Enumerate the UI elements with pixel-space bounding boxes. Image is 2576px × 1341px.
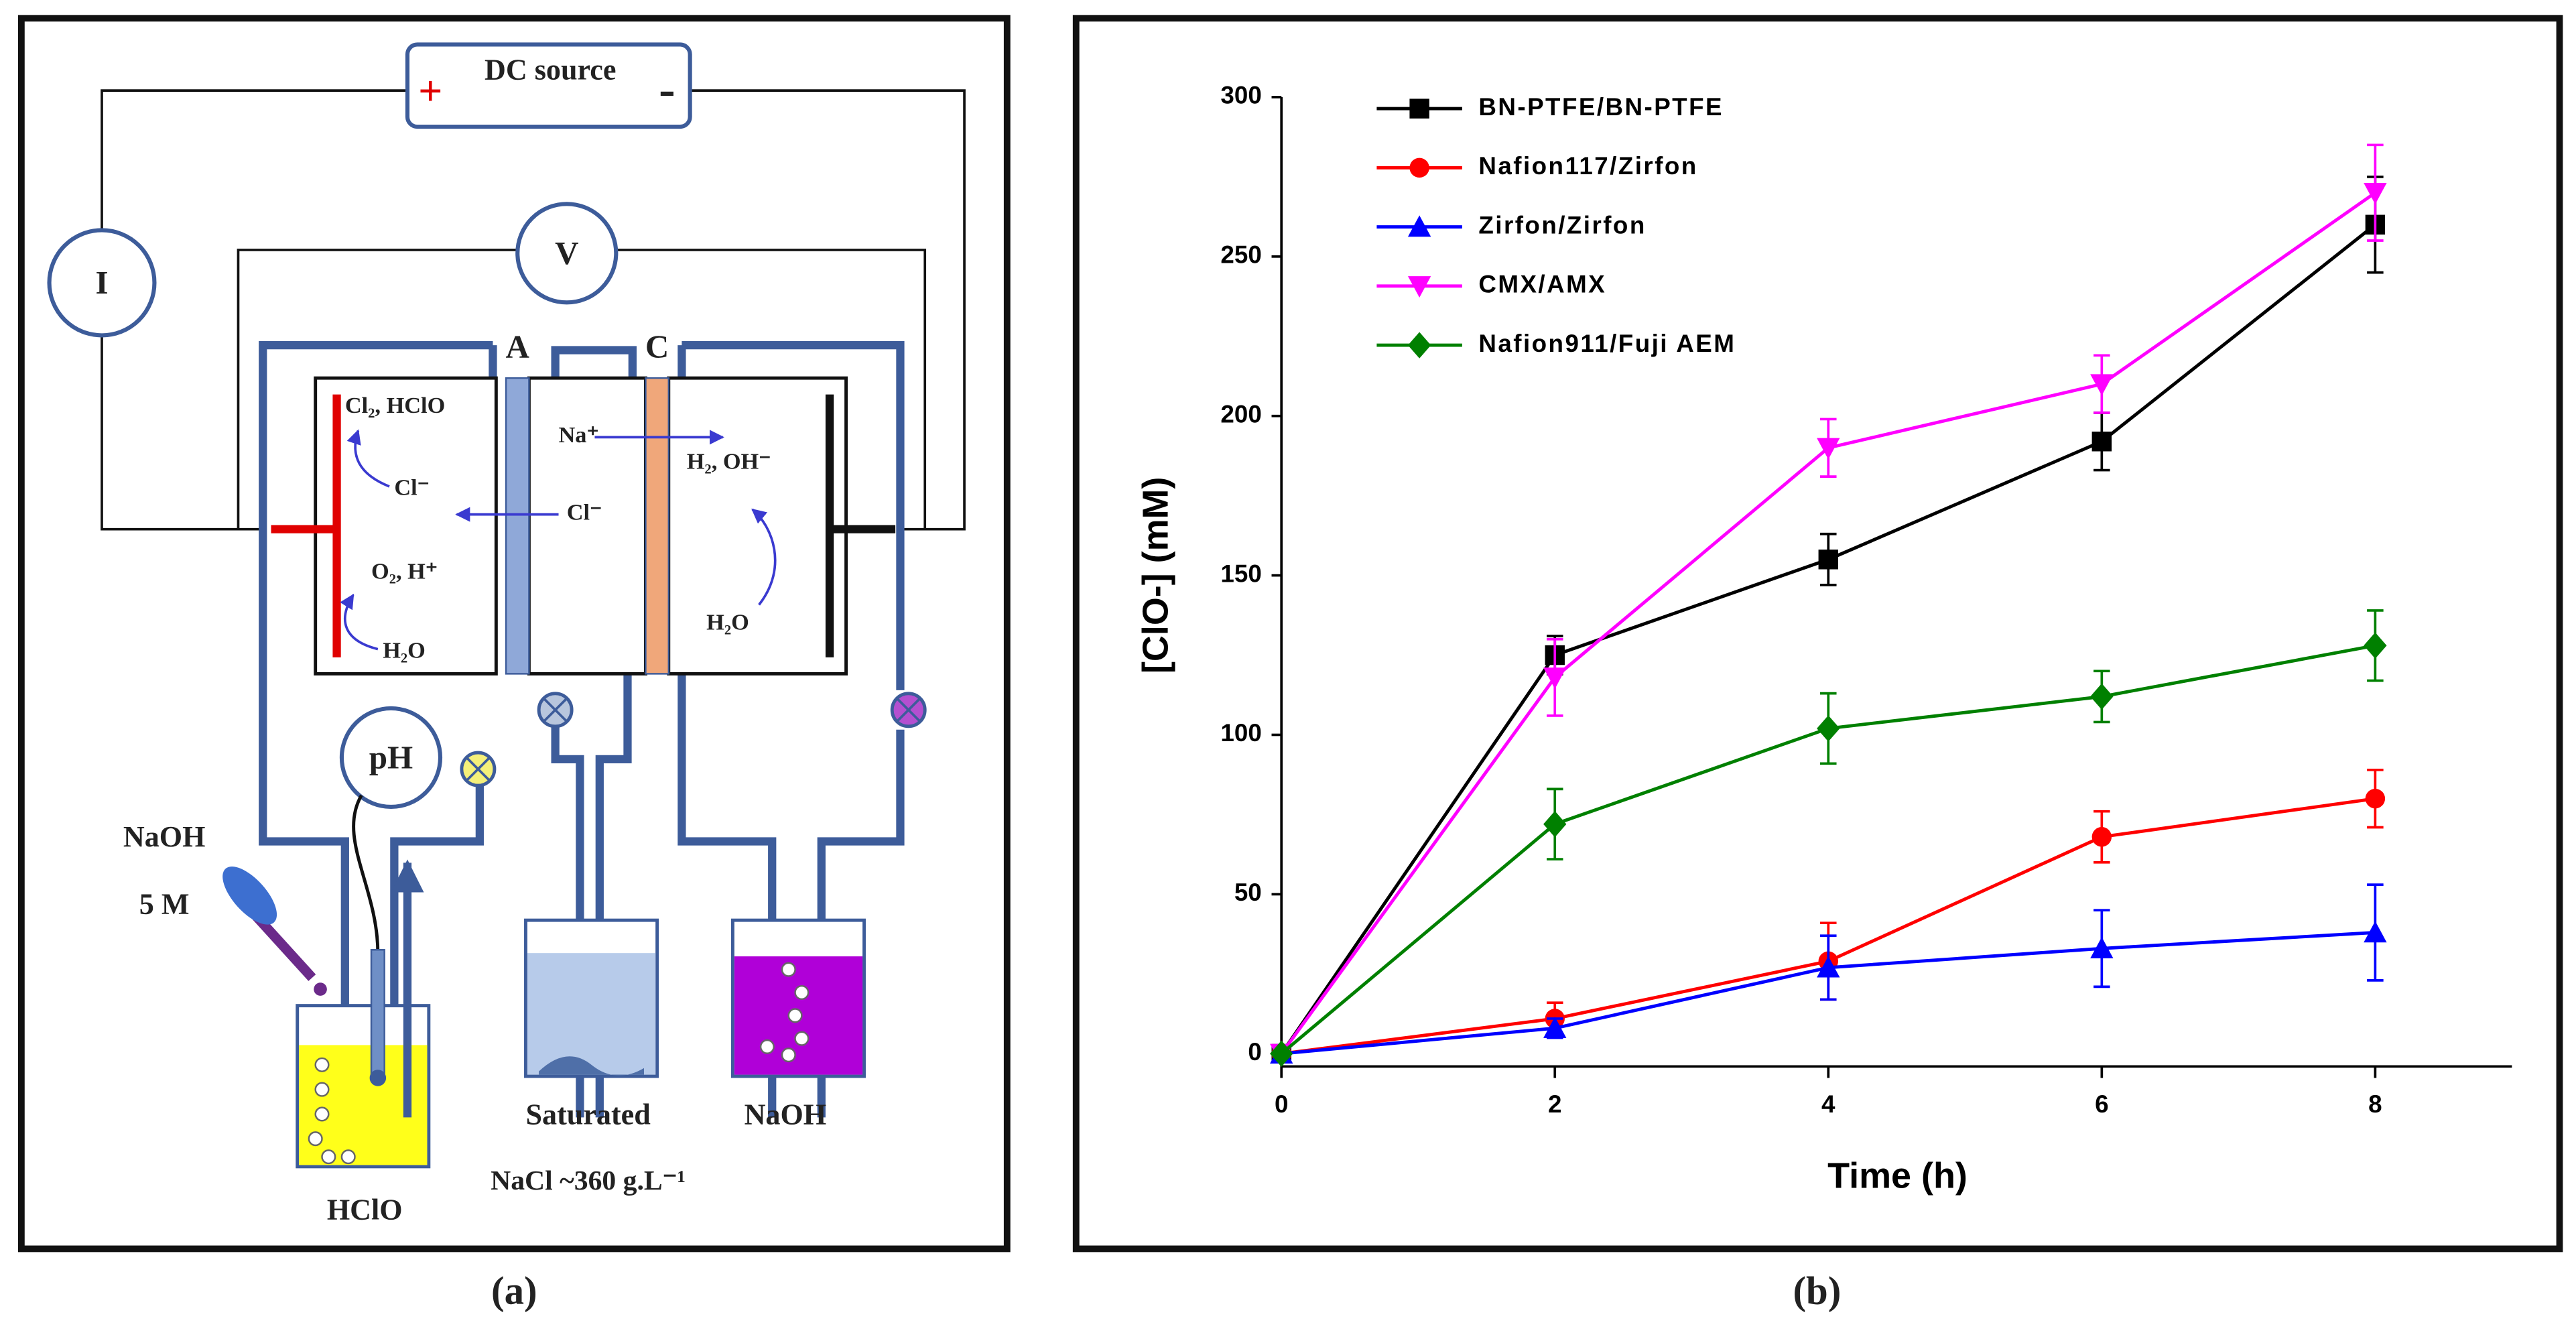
hclo-label: HClO: [327, 1194, 403, 1226]
membrane-a-label: A: [506, 328, 530, 365]
marker: [1818, 550, 1838, 570]
anode-top-label: Cl₂, HClO: [345, 393, 445, 418]
cathode-chamber: [667, 376, 848, 676]
ph-meter: [339, 706, 443, 810]
marker: [2365, 788, 2386, 809]
ph-probe: [370, 949, 385, 1079]
marker: [2090, 937, 2114, 958]
marker: [1407, 276, 1431, 298]
x-tick-label: 4: [1821, 1090, 1836, 1118]
caption-a: (a): [491, 1269, 537, 1313]
marker: [1543, 811, 1567, 838]
y-tick-label: 200: [1220, 400, 1261, 428]
legend-label: BN-PTFE/BN-PTFE: [1478, 93, 1724, 121]
probe-tip: [369, 1070, 387, 1086]
marker: [2364, 632, 2387, 659]
ph-label: pH: [369, 739, 413, 776]
y-tick-label: 250: [1220, 241, 1261, 269]
bubbles: [759, 962, 810, 1063]
anode-chamber: [314, 376, 498, 676]
marker: [2364, 921, 2387, 943]
marker: [2091, 827, 2112, 847]
arrow: [346, 429, 390, 488]
brine: [527, 953, 656, 1075]
marker: [1409, 99, 1429, 119]
ph-probe-cable: [352, 794, 380, 1077]
center-na-label: Na⁺: [559, 422, 599, 448]
legend-label: Nafion911/Fuji AEM: [1478, 330, 1736, 357]
y-tick-label: 0: [1248, 1038, 1261, 1066]
marker: [1270, 1040, 1293, 1067]
marker: [1817, 956, 1840, 978]
marker: [2090, 683, 2114, 710]
marker: [1409, 157, 1429, 178]
arrow: [751, 508, 777, 606]
legend-label: Nafion117/Zirfon: [1478, 152, 1697, 180]
marker: [1543, 1017, 1567, 1038]
cathode-water-label: H₂O: [706, 610, 749, 635]
marker: [1407, 215, 1431, 237]
dc-source-label: DC source: [485, 53, 616, 86]
x-tick-label: 2: [1548, 1090, 1561, 1118]
marker: [2364, 182, 2387, 204]
panel-frame: [1072, 15, 2563, 1253]
cell-piping: [259, 340, 637, 1134]
bubbles: [308, 1057, 356, 1165]
cathode-top-label: H₂, OH⁻: [687, 448, 771, 474]
plus-sign: +: [418, 67, 442, 115]
marker: [1817, 438, 1840, 460]
voltmeter: [515, 202, 619, 305]
marker: [1543, 667, 1567, 690]
membrane-c-label: C: [645, 328, 669, 365]
naoh-tank-label: NaOH: [745, 1098, 827, 1131]
legend-label: CMX/AMX: [1478, 271, 1606, 298]
x-axis-label: Time (h): [1827, 1155, 1968, 1196]
cathode: [825, 394, 896, 657]
nacl-label: NaCl ~360 g.L⁻¹: [491, 1165, 686, 1196]
valve-cross: [896, 697, 921, 722]
dropper-bulb: [222, 867, 277, 925]
salt-crystals: [539, 1056, 644, 1076]
naoh-drop-label: NaOH: [123, 820, 206, 853]
y-tick-label: 100: [1220, 719, 1261, 747]
marker: [1817, 715, 1840, 742]
center-cl-label: Cl⁻: [567, 499, 602, 525]
marker: [2090, 374, 2114, 396]
inner-wire: [237, 249, 927, 529]
anion-membrane: [505, 377, 530, 675]
saturated-label: Saturated: [526, 1098, 651, 1131]
drop: [314, 982, 327, 996]
x-tick-label: 6: [2095, 1090, 2108, 1118]
x-tick-label: 0: [1275, 1090, 1288, 1118]
anode-water-label: H₂O: [383, 637, 426, 663]
anode-bottom-label: O₂, H⁺: [371, 559, 438, 584]
naoh-conc-label: 5 M: [139, 888, 190, 921]
valve-cross: [465, 757, 491, 782]
panel-frame: [17, 15, 1011, 1253]
marker: [2091, 432, 2112, 452]
caption-b: (b): [1793, 1269, 1841, 1313]
dc-source-box: [405, 42, 692, 129]
y-tick-label: 50: [1234, 879, 1262, 906]
plot: 0 50 100 150 200 250 300 0 2 4 6 8 BN-PTFE/BN-PTFE Na…: [1220, 82, 2512, 1118]
anode-cl-label: Cl⁻: [394, 475, 429, 501]
minus-sign: -: [659, 61, 675, 116]
cell-piping-top: [489, 345, 686, 379]
marker: [1407, 332, 1431, 359]
x-tick-label: 8: [2368, 1090, 2382, 1118]
y-tick-label: 150: [1220, 560, 1261, 587]
diagram: + DC source - I V A C Cl₂, HClO Cl⁻ Cl⁻ …: [17, 15, 1011, 1253]
valve-cross: [543, 697, 568, 722]
ammeter: [47, 228, 157, 338]
y-tick-label: 300: [1220, 82, 1261, 109]
arrow: [340, 593, 379, 651]
anode: [271, 394, 341, 657]
legend-label: Zirfon/Zirfon: [1478, 211, 1646, 239]
y-axis-label: [ClO-] (mM): [1136, 477, 1176, 674]
voltmeter-label: V: [555, 235, 578, 271]
cation-membrane: [645, 377, 669, 675]
ammeter-label: I: [95, 264, 108, 301]
